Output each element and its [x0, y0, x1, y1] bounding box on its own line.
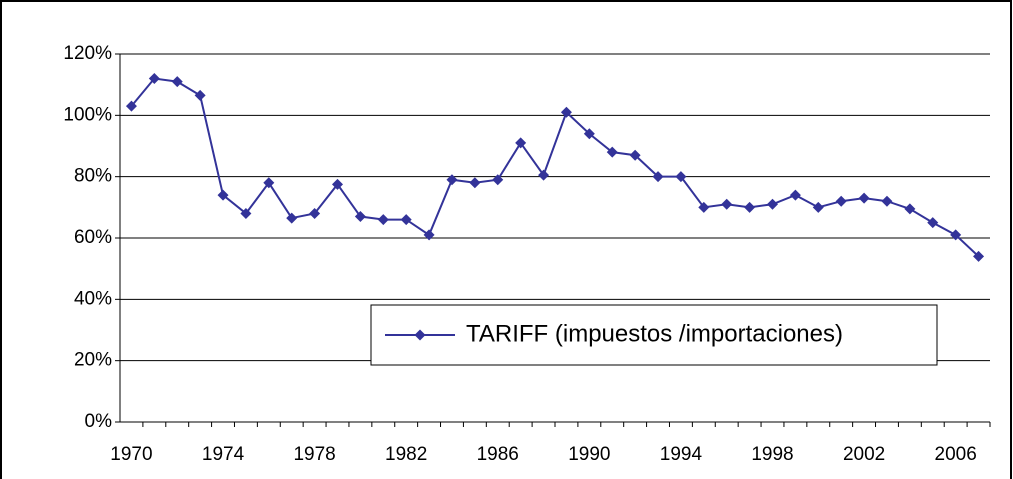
- point: [446, 174, 458, 186]
- point: [400, 214, 412, 226]
- point: [767, 198, 778, 210]
- point: [973, 250, 985, 262]
- point: [629, 149, 641, 161]
- point: [858, 192, 870, 204]
- point: [835, 195, 847, 207]
- point: [652, 171, 664, 183]
- point: [423, 229, 435, 241]
- point: [789, 189, 801, 201]
- point: [263, 177, 275, 189]
- point: [217, 189, 229, 201]
- y-tick-label: 60%: [74, 227, 112, 248]
- y-tick-label: 80%: [74, 166, 112, 187]
- point: [721, 198, 733, 210]
- point: [332, 178, 343, 190]
- y-tick-label: 0%: [85, 411, 113, 432]
- point: [812, 201, 824, 213]
- point: [354, 211, 366, 223]
- point: [538, 169, 550, 181]
- point: [606, 146, 618, 158]
- x-tick-label: 1998: [751, 444, 793, 465]
- point: [560, 106, 572, 118]
- x-tick-label: 2006: [935, 444, 977, 465]
- point: [309, 207, 321, 219]
- x-tick-label: 1986: [477, 444, 519, 465]
- point: [515, 137, 527, 149]
- point: [698, 201, 710, 213]
- point: [240, 207, 252, 219]
- point: [675, 171, 687, 183]
- y-tick-label: 120%: [63, 43, 112, 64]
- point: [950, 229, 962, 241]
- x-tick-label: 1970: [110, 444, 152, 465]
- y-tick-label: 20%: [74, 350, 112, 371]
- y-tick-label: 40%: [74, 288, 112, 309]
- x-tick-label: 1974: [202, 444, 245, 465]
- legend-box: [370, 304, 938, 366]
- point: [492, 174, 504, 186]
- point: [881, 195, 893, 207]
- point: [171, 76, 183, 88]
- y-tick-label: 100%: [63, 104, 112, 125]
- point: [148, 73, 160, 85]
- point: [377, 214, 389, 226]
- x-tick-label: 2002: [843, 444, 885, 465]
- x-tick-label: 1978: [293, 444, 335, 465]
- point: [583, 128, 595, 140]
- point: [904, 203, 916, 215]
- point: [927, 217, 939, 229]
- point: [286, 212, 298, 224]
- point: [125, 100, 137, 112]
- x-tick-label: 1982: [385, 444, 427, 465]
- legend-label: TARIFF (impuestos /importaciones): [466, 320, 843, 347]
- point: [194, 89, 206, 101]
- point: [469, 177, 481, 189]
- x-tick-label: 1994: [660, 444, 703, 465]
- x-tick-label: 1990: [568, 444, 610, 465]
- point: [744, 201, 756, 213]
- legend-marker: [414, 329, 426, 341]
